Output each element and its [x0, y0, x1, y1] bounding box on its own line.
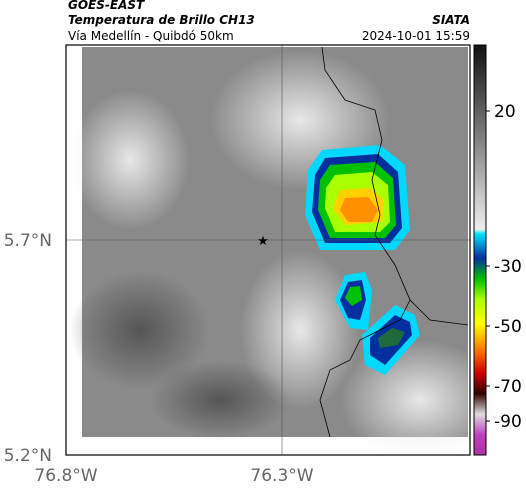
datetime: 2024-10-01 15:59: [362, 29, 470, 43]
colorbar-label: -50: [494, 317, 522, 337]
map: ★: [66, 45, 500, 460]
colorbar-label: -90: [494, 412, 522, 432]
colorbar-label: -30: [494, 257, 522, 277]
colorbar-ticks: 20 -30 -50 -70 -90: [486, 102, 522, 432]
source: SIATA: [432, 13, 470, 27]
lat-label: 5.2°N: [4, 446, 52, 466]
subtitle: Vía Medellín - Quibdó 50km: [68, 29, 234, 43]
product: GOES-EAST: [68, 0, 145, 12]
map-frame: [65, 44, 471, 456]
lon-label: 76.3°W: [250, 466, 313, 486]
colorbar-label: 20: [494, 102, 516, 122]
lat-label: 5.7°N: [4, 231, 52, 251]
colorbar: [473, 44, 487, 456]
colorbar-label: -70: [494, 377, 522, 397]
title: Temperatura de Brillo CH13: [68, 13, 255, 27]
star-marker: ★: [257, 234, 269, 249]
lon-label: 76.8°W: [34, 466, 97, 486]
storm: [305, 145, 420, 375]
